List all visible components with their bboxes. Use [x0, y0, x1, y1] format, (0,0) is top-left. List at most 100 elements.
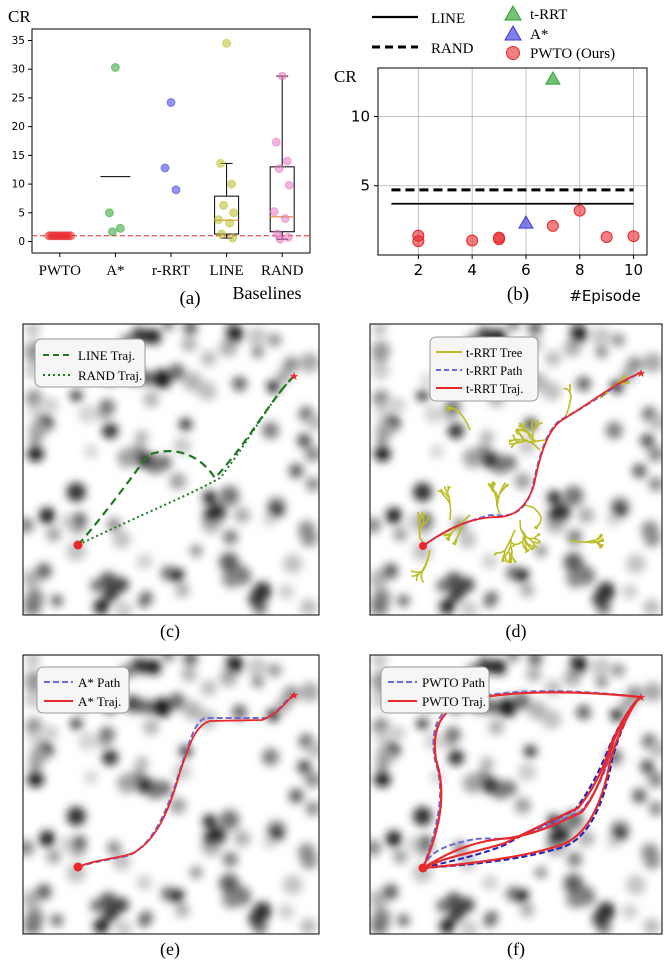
obstacle	[107, 517, 121, 532]
obstacle	[567, 851, 583, 867]
legend-astar-label: A*	[530, 27, 548, 43]
tree-edge	[598, 533, 603, 538]
tree-edge	[446, 533, 451, 537]
obstacle	[134, 756, 149, 771]
a-ytick-label: 0	[18, 236, 25, 248]
obstacle	[514, 797, 532, 815]
obstacle	[632, 788, 647, 804]
obstacle	[114, 601, 133, 615]
goal-star: ★	[289, 371, 299, 383]
obstacle	[247, 657, 267, 678]
tree-edge	[509, 559, 512, 564]
obstacle	[28, 733, 42, 746]
obstacle	[643, 599, 660, 615]
obstacle	[304, 771, 319, 788]
obstacle	[385, 507, 403, 524]
obstacle	[179, 417, 193, 432]
obstacle	[152, 369, 172, 389]
tree-edge	[532, 426, 538, 432]
obstacle	[145, 659, 162, 675]
obstacle	[300, 599, 317, 615]
obstacle	[439, 598, 456, 615]
a-ytick-label: 5	[18, 207, 25, 219]
obstacle	[247, 326, 267, 347]
obstacle	[182, 372, 203, 392]
obstacle	[44, 725, 59, 740]
tree-edge	[535, 439, 546, 443]
a-data-point	[216, 158, 226, 168]
obstacle	[429, 444, 445, 459]
a-data-point	[271, 137, 281, 147]
obstacle	[278, 904, 294, 920]
tree-edge	[442, 494, 448, 500]
obstacle	[143, 719, 160, 736]
map-f-frame	[369, 654, 663, 935]
obstacle	[288, 463, 304, 479]
b-data-point	[627, 230, 640, 243]
tree-edge	[443, 486, 447, 490]
obstacle	[375, 733, 388, 746]
chart-a-ylabel: CR	[8, 7, 31, 26]
tree-edge	[417, 515, 421, 520]
obstacle	[612, 826, 628, 842]
tree-edge	[523, 438, 530, 443]
obstacle	[391, 725, 406, 740]
legend-pwto-label: PWTO (Ours)	[530, 46, 615, 62]
obstacle	[570, 655, 589, 674]
obstacle	[66, 482, 86, 502]
obstacle	[393, 527, 408, 542]
chart-b-legend: LINE RAND t-RRT A* PWTO (Ours)	[372, 4, 615, 62]
obstacle	[370, 916, 389, 934]
obstacle	[98, 726, 116, 743]
obstacle	[200, 350, 217, 367]
tree-edge	[536, 522, 541, 527]
obstacle	[416, 717, 429, 730]
tree-edge	[501, 554, 505, 560]
tree-edge	[422, 521, 428, 526]
obstacle	[372, 324, 387, 337]
obstacle	[90, 579, 104, 592]
obstacle	[563, 485, 584, 506]
obstacle	[267, 333, 282, 347]
tree-edge	[424, 558, 429, 567]
legend-d-traj: t-RRT Traj.	[466, 382, 523, 396]
tree-edge	[568, 384, 571, 388]
b-data-point	[600, 230, 613, 243]
obstacle	[210, 504, 225, 519]
tree-edge	[600, 539, 604, 542]
a-data-point	[225, 218, 235, 228]
tree-edge	[505, 483, 509, 488]
obstacle	[372, 655, 387, 668]
obstacle	[78, 732, 97, 751]
tree-edge	[516, 432, 522, 436]
obstacle	[173, 436, 192, 455]
legend-trrt-label: t-RRT	[530, 7, 567, 23]
obstacle	[175, 582, 190, 598]
obstacle	[482, 553, 498, 570]
obstacle	[261, 748, 280, 766]
obstacle	[248, 909, 267, 928]
obstacle	[647, 446, 662, 463]
obstacle	[612, 503, 628, 518]
obstacle	[306, 414, 319, 432]
tree-edge	[533, 535, 538, 539]
obstacle	[424, 404, 443, 424]
obstacle	[219, 873, 239, 894]
legend-f-traj: PWTO Traj.	[422, 694, 486, 709]
obstacle	[36, 563, 52, 579]
obstacle	[93, 918, 110, 934]
tree-edge	[449, 510, 452, 521]
tree-edge	[447, 533, 452, 538]
obstacle	[306, 741, 319, 759]
obstacle	[102, 905, 120, 922]
obstacle	[219, 338, 238, 357]
obstacle	[219, 552, 239, 573]
b-xtick-label: 4	[467, 261, 477, 279]
tree-edge	[500, 549, 506, 554]
obstacle	[519, 582, 535, 598]
tree-edge	[586, 539, 593, 543]
obstacle	[219, 668, 238, 687]
obstacle	[375, 433, 389, 446]
legend-trrt-marker	[504, 4, 522, 21]
obstacle	[566, 569, 585, 588]
